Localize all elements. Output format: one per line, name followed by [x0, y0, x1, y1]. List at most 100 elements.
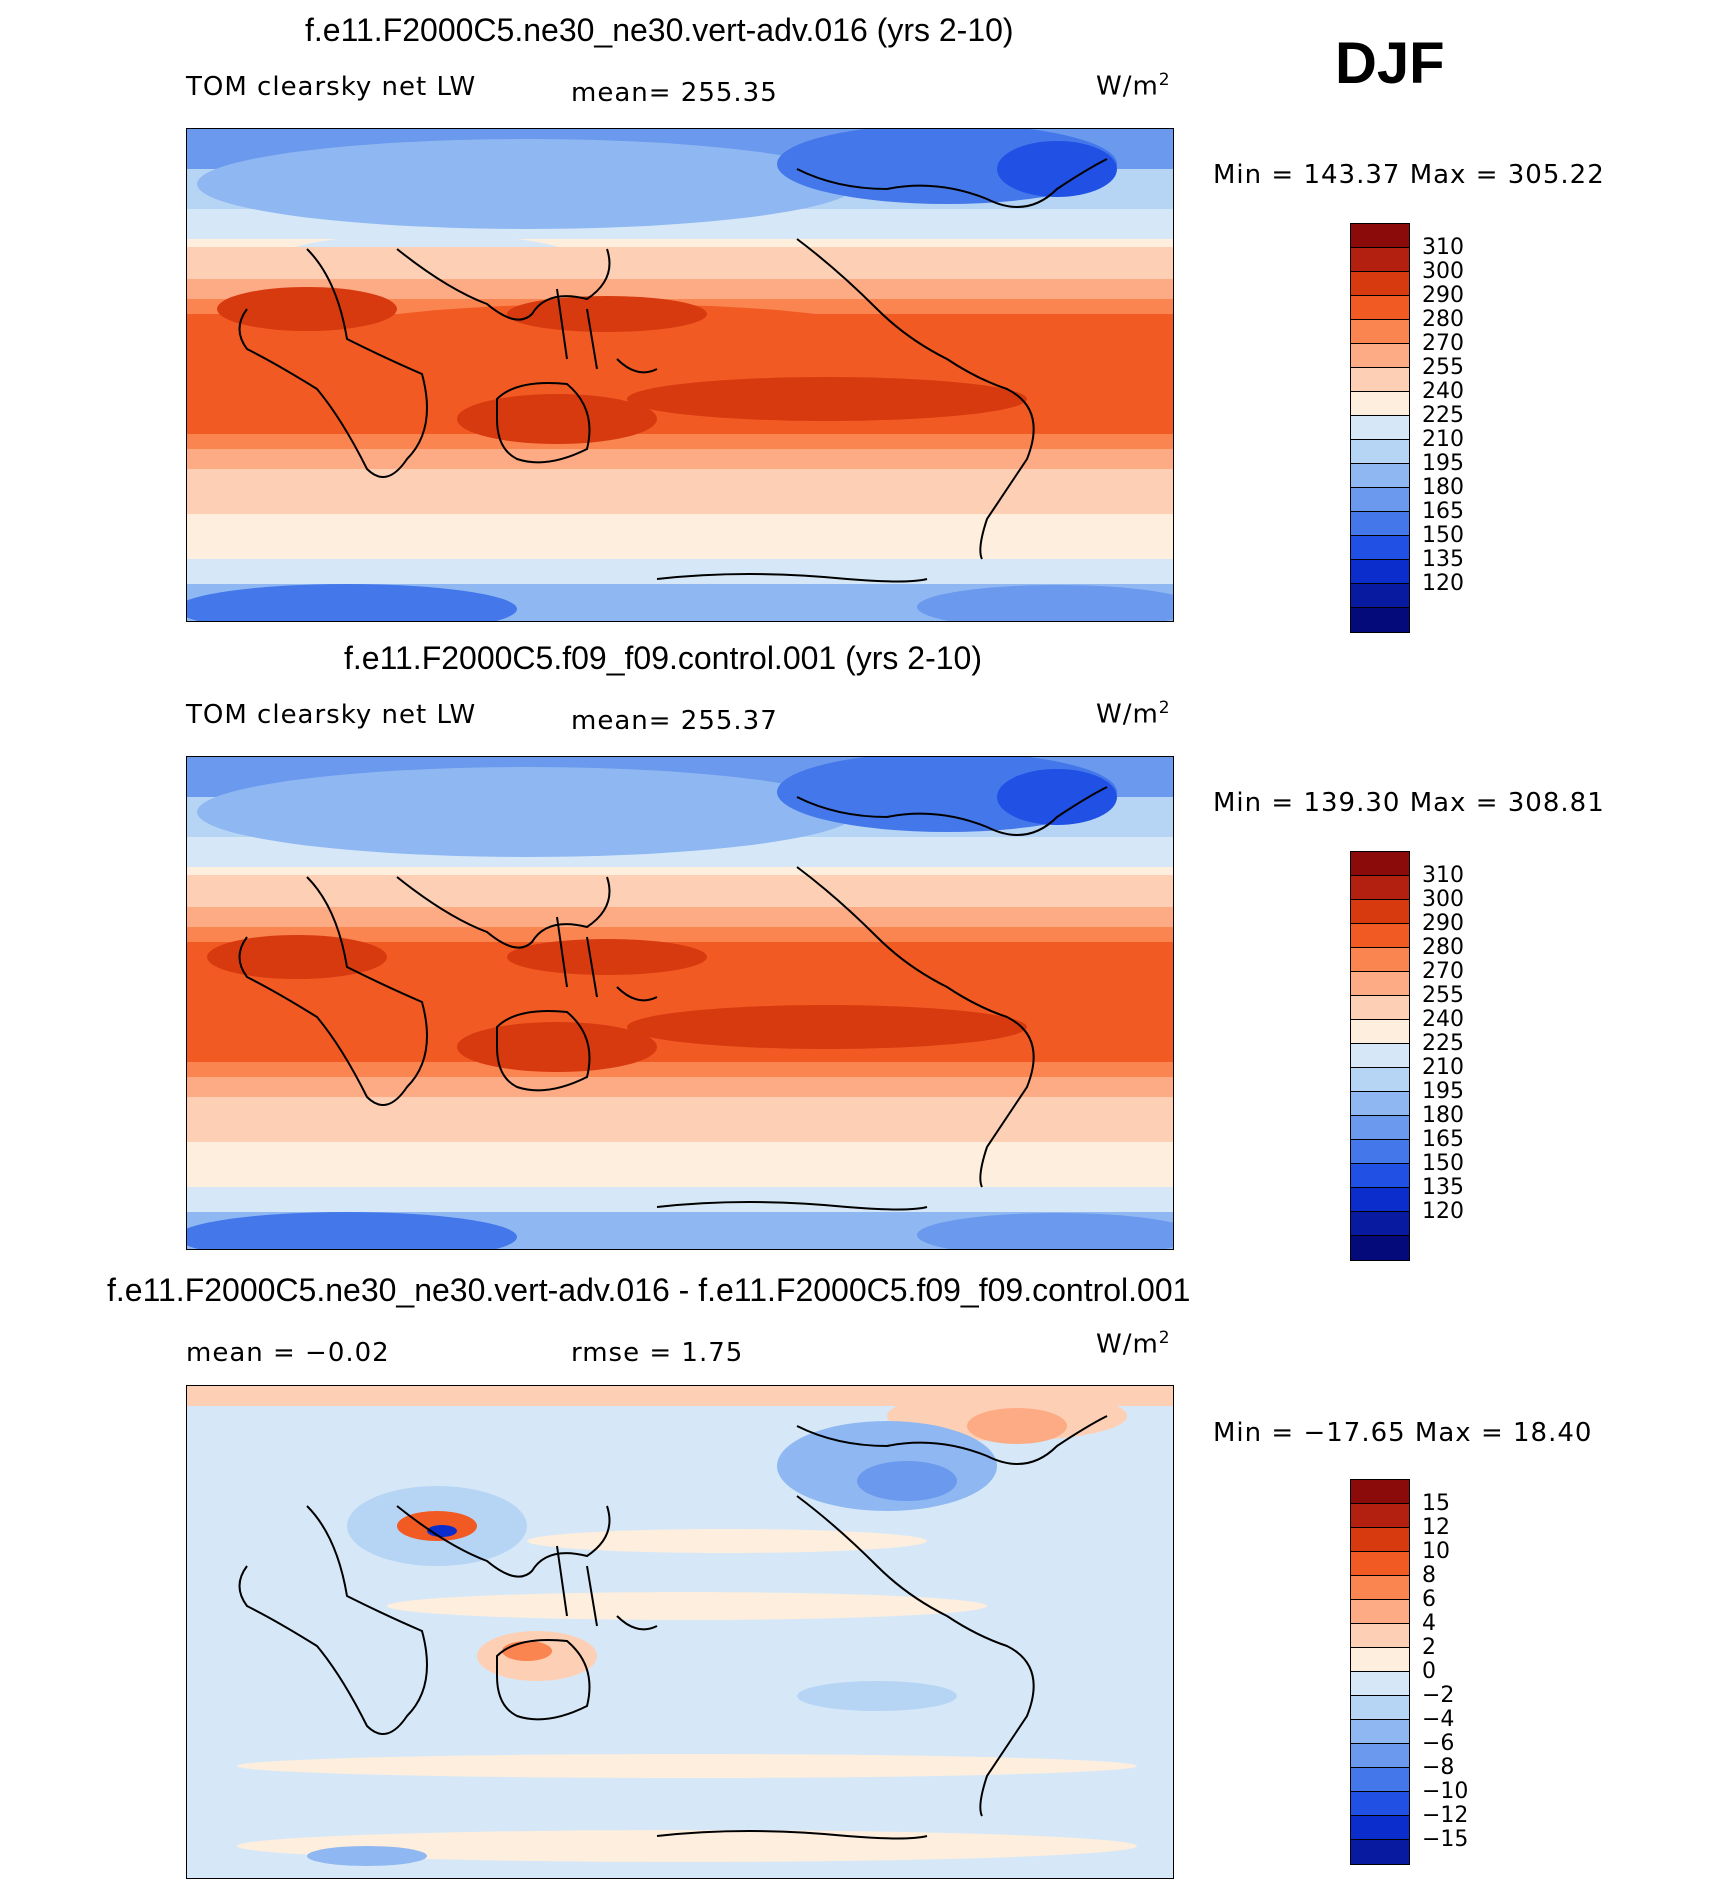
colorbar-swatch — [1351, 1236, 1409, 1260]
colorbar-swatch — [1351, 1744, 1409, 1768]
colorbar-label: 180 — [1422, 1103, 1464, 1128]
colorbar-swatch — [1351, 876, 1409, 900]
colorbar-label: −10 — [1422, 1779, 1469, 1804]
colorbar-swatch — [1351, 948, 1409, 972]
colorbar-label: 165 — [1422, 499, 1464, 524]
colorbar-swatch — [1351, 1020, 1409, 1044]
panel-2-map-field — [187, 757, 1173, 1249]
colorbar-label: 135 — [1422, 547, 1464, 572]
panel-3-map — [186, 1385, 1174, 1879]
panel-2-mean: mean= 255.37 — [571, 706, 778, 736]
colorbar-label: 270 — [1422, 331, 1464, 356]
colorbar-label: 120 — [1422, 571, 1464, 596]
colorbar-label: 135 — [1422, 1175, 1464, 1200]
colorbar-swatch — [1351, 1528, 1409, 1552]
colorbar-label: 12 — [1422, 1515, 1450, 1540]
panel-1-title: f.e11.F2000C5.ne30_ne30.vert-adv.016 (yr… — [305, 12, 1014, 48]
panel-1-variable: TOM clearsky net LW — [186, 72, 477, 102]
colorbar-swatch — [1351, 320, 1409, 344]
colorbar-label: 225 — [1422, 403, 1464, 428]
panel-3-minmax: Min = −17.65 Max = 18.40 — [1213, 1418, 1593, 1448]
colorbar-label: 0 — [1422, 1659, 1436, 1684]
panel-3-colorbar — [1350, 1479, 1410, 1865]
colorbar-label: 290 — [1422, 911, 1464, 936]
panel-1-colorbar — [1350, 223, 1410, 633]
colorbar-label: 280 — [1422, 935, 1464, 960]
colorbar-swatch — [1351, 1188, 1409, 1212]
colorbar-label: −6 — [1422, 1731, 1455, 1756]
colorbar-label: −8 — [1422, 1755, 1455, 1780]
colorbar-label: −4 — [1422, 1707, 1455, 1732]
panel-2-title: f.e11.F2000C5.f09_f09.control.001 (yrs 2… — [344, 640, 982, 676]
colorbar-swatch — [1351, 924, 1409, 948]
colorbar-label: 310 — [1422, 235, 1464, 260]
colorbar-swatch — [1351, 416, 1409, 440]
colorbar-swatch — [1351, 344, 1409, 368]
colorbar-label: 180 — [1422, 475, 1464, 500]
colorbar-label: 195 — [1422, 451, 1464, 476]
colorbar-swatch — [1351, 1576, 1409, 1600]
colorbar-label: 300 — [1422, 259, 1464, 284]
panel-3-map-field — [187, 1386, 1173, 1878]
colorbar-swatch — [1351, 584, 1409, 608]
colorbar-swatch — [1351, 1552, 1409, 1576]
colorbar-label: −12 — [1422, 1803, 1469, 1828]
panel-3-title: f.e11.F2000C5.ne30_ne30.vert-adv.016 - f… — [107, 1272, 1191, 1308]
colorbar-swatch — [1351, 1672, 1409, 1696]
panel-2-colorbar — [1350, 851, 1410, 1261]
panel-1-map — [186, 128, 1174, 622]
colorbar-swatch — [1351, 852, 1409, 876]
colorbar-swatch — [1351, 536, 1409, 560]
colorbar-swatch — [1351, 560, 1409, 584]
colorbar-swatch — [1351, 1648, 1409, 1672]
colorbar-swatch — [1351, 272, 1409, 296]
colorbar-swatch — [1351, 1212, 1409, 1236]
colorbar-swatch — [1351, 608, 1409, 632]
panel-1-mean: mean= 255.35 — [571, 78, 778, 108]
colorbar-swatch — [1351, 1624, 1409, 1648]
panel-1-unit: W/m2 — [1096, 70, 1171, 102]
colorbar-label: 150 — [1422, 1151, 1464, 1176]
panel-2-minmax: Min = 139.30 Max = 308.81 — [1213, 788, 1605, 818]
panel-3-rmse: rmse = 1.75 — [571, 1338, 744, 1368]
colorbar-swatch — [1351, 1816, 1409, 1840]
colorbar-swatch — [1351, 1696, 1409, 1720]
colorbar-label: −2 — [1422, 1683, 1455, 1708]
colorbar-swatch — [1351, 1768, 1409, 1792]
colorbar-swatch — [1351, 996, 1409, 1020]
colorbar-swatch — [1351, 464, 1409, 488]
panel-2-map — [186, 756, 1174, 1250]
colorbar-label: 240 — [1422, 1007, 1464, 1032]
colorbar-swatch — [1351, 368, 1409, 392]
colorbar-label: 4 — [1422, 1611, 1436, 1636]
colorbar-swatch — [1351, 1068, 1409, 1092]
colorbar-label: 210 — [1422, 427, 1464, 452]
colorbar-label: 300 — [1422, 887, 1464, 912]
colorbar-label: −15 — [1422, 1827, 1469, 1852]
colorbar-swatch — [1351, 296, 1409, 320]
colorbar-swatch — [1351, 1092, 1409, 1116]
colorbar-swatch — [1351, 1140, 1409, 1164]
colorbar-swatch — [1351, 1600, 1409, 1624]
colorbar-swatch — [1351, 1164, 1409, 1188]
colorbar-label: 150 — [1422, 523, 1464, 548]
colorbar-swatch — [1351, 248, 1409, 272]
colorbar-swatch — [1351, 392, 1409, 416]
colorbar-label: 225 — [1422, 1031, 1464, 1056]
season-label: DJF — [1335, 31, 1445, 96]
panel-1-minmax: Min = 143.37 Max = 305.22 — [1213, 160, 1605, 190]
colorbar-swatch — [1351, 1116, 1409, 1140]
colorbar-label: 15 — [1422, 1491, 1450, 1516]
colorbar-label: 120 — [1422, 1199, 1464, 1224]
colorbar-label: 165 — [1422, 1127, 1464, 1152]
colorbar-swatch — [1351, 1044, 1409, 1068]
colorbar-swatch — [1351, 1840, 1409, 1864]
colorbar-swatch — [1351, 1792, 1409, 1816]
panel-2-variable: TOM clearsky net LW — [186, 700, 477, 730]
colorbar-swatch — [1351, 972, 1409, 996]
colorbar-swatch — [1351, 488, 1409, 512]
colorbar-swatch — [1351, 440, 1409, 464]
colorbar-label: 10 — [1422, 1539, 1450, 1564]
colorbar-swatch — [1351, 512, 1409, 536]
colorbar-swatch — [1351, 1720, 1409, 1744]
